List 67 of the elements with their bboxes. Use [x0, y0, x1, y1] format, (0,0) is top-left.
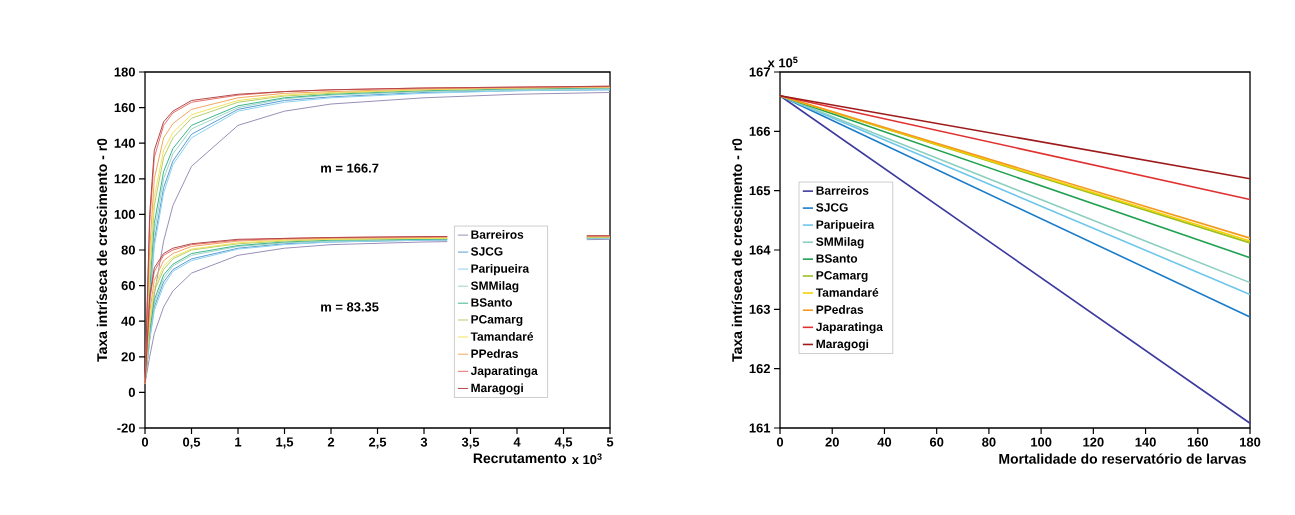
legend-label: BSanto — [816, 254, 858, 263]
text: x 10$^{3}$ — [571, 453, 602, 465]
x-tick-label: 2,5 — [368, 437, 387, 449]
x-tick-label: 100 — [1031, 437, 1052, 447]
y-tick-label: 120 — [114, 174, 135, 184]
legend-label: Paripueira — [471, 264, 530, 276]
legend-label: Japaratinga — [815, 322, 883, 334]
legend-label: SJCG — [470, 247, 503, 256]
y-tick-label: 160 — [114, 103, 135, 113]
y-axis-title: Taxa intríseca de crescimento - r0 — [96, 138, 108, 362]
annotation: m = 83.35 — [321, 302, 379, 312]
y-axis-title: Taxa intríseca de crescimento - r0 — [731, 138, 743, 362]
y-tick-label: -20 — [117, 423, 135, 433]
x-tick-label: 3,5 — [461, 437, 480, 449]
x-tick-label: 140 — [1135, 437, 1156, 447]
y-tick-label: 166 — [749, 126, 771, 136]
legend-label: Japaratinga — [470, 366, 538, 378]
y-tick-label: 140 — [114, 138, 135, 148]
y-tick-label: 162 — [749, 364, 770, 374]
x-tick-label: 3 — [420, 437, 428, 447]
x-tick-label: 80 — [982, 437, 996, 447]
x-tick-label: 180 — [1240, 437, 1261, 447]
y-tick-label: 20 — [121, 352, 135, 362]
x-tick-label: 1,5 — [276, 437, 294, 449]
x-tick-label: 4,5 — [554, 437, 573, 449]
x-tick-label: 1 — [235, 437, 242, 447]
y-tick-label: 60 — [121, 281, 135, 291]
legend-label: PPedras — [471, 349, 518, 358]
annotation: m = 166.7 — [321, 163, 379, 173]
legend-label: Tamandaré — [815, 287, 879, 297]
x-tick-label: 0,5 — [183, 437, 201, 449]
y-tick-label: 163 — [749, 304, 771, 314]
legend-label: Tamandaré — [470, 331, 534, 341]
y-tick-label: 167 — [749, 67, 770, 77]
y-tick-label: 80 — [121, 245, 135, 255]
legend-label: Barreiros — [471, 230, 524, 239]
legend-label: Paripueira — [816, 219, 875, 232]
legend-label: PCamarg — [471, 315, 523, 326]
x-tick-label: 4 — [513, 437, 521, 447]
legend-label: SMMilag — [816, 237, 864, 249]
y-tick-label: 161 — [749, 423, 771, 433]
y-tick-label: 40 — [121, 316, 135, 326]
legend-label: Maragogi — [816, 339, 869, 351]
legend-label: PPedras — [816, 305, 864, 314]
x-tick-label: 5 — [606, 437, 614, 447]
legend-label: SMMilag — [470, 281, 519, 293]
x-tick-label: 60 — [929, 437, 944, 447]
y-tick-label: 100 — [114, 209, 135, 219]
legend-label: Barreiros — [816, 186, 869, 195]
x-tick-label: 2 — [327, 437, 335, 447]
x-tick-label: 160 — [1187, 437, 1209, 447]
legend-label: BSanto — [471, 298, 512, 307]
x-tick-label: 0 — [776, 437, 784, 447]
y-tick-label: 0 — [128, 387, 135, 397]
x-tick-label: 0 — [141, 437, 149, 447]
x-axis-title: Mortalidade do reservatório de larvas — [999, 453, 1246, 464]
y-tick-label: 164 — [749, 245, 771, 255]
legend-label: PCamarg — [816, 271, 868, 282]
x-tick-label: 40 — [877, 437, 892, 447]
x-tick-label: 120 — [1083, 437, 1104, 447]
legend-label: Maragogi — [471, 383, 523, 395]
y-tick-label: 180 — [114, 67, 135, 77]
y-tick-label: 165 — [749, 186, 771, 196]
x-tick-label: 20 — [825, 437, 839, 447]
x-axis-title: Recrutamento — [473, 453, 567, 464]
legend-label: SJCG — [816, 203, 848, 212]
text: x 10$^{5}$ — [767, 56, 798, 68]
